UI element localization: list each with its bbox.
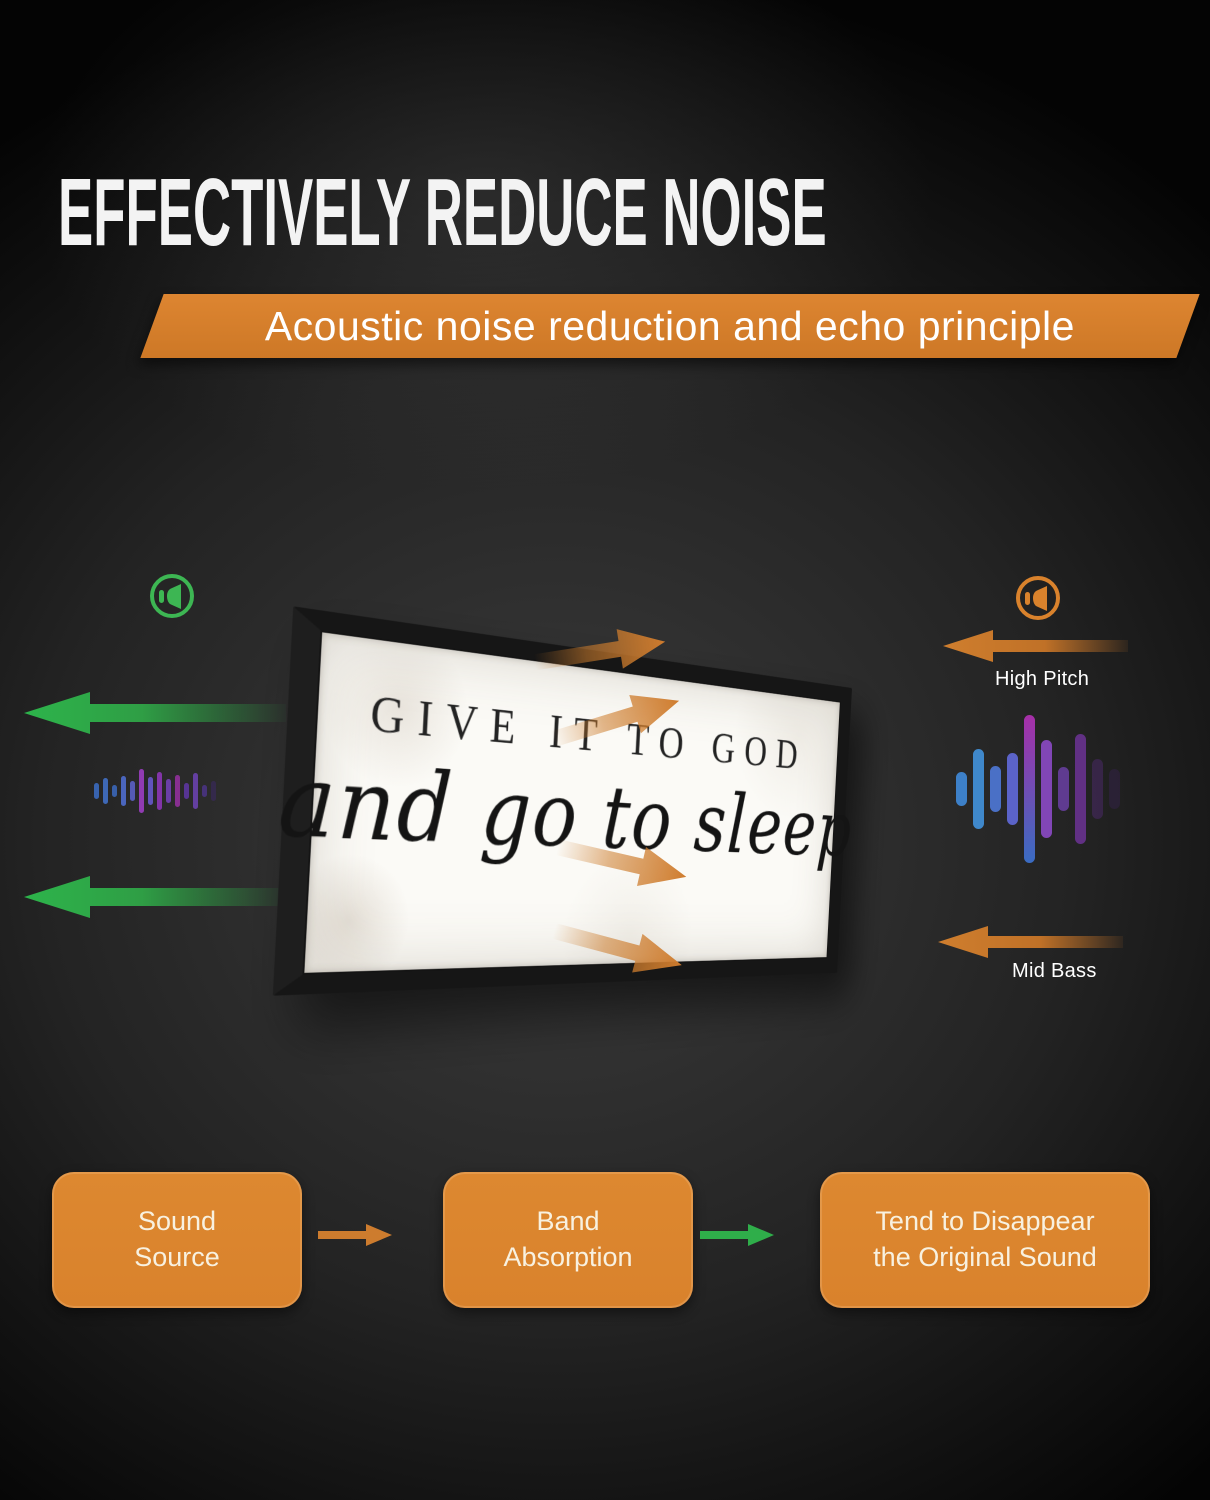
wave-bar [990, 766, 1001, 812]
wave-bar [103, 778, 108, 804]
green-sound-arrow-top [24, 692, 286, 734]
flow-step-disappear-sound: Tend to Disappear the Original Sound [820, 1172, 1150, 1308]
wave-bar [1024, 715, 1035, 863]
wave-bar [157, 772, 162, 810]
waveform-left [94, 762, 216, 820]
high-pitch-label: High Pitch [995, 668, 1090, 690]
wave-bar [1007, 753, 1018, 825]
high-pitch-arrow [943, 630, 1128, 662]
wave-bar [139, 769, 144, 813]
subtitle-banner: Acoustic noise reduction and echo princi… [140, 294, 1200, 358]
wave-bar [112, 785, 117, 797]
mid-bass-label: Mid Bass [1012, 960, 1097, 982]
wave-bar [973, 749, 984, 829]
mid-bass-arrow [938, 926, 1123, 958]
flow-arrow-green [700, 1224, 774, 1246]
wave-bar [1041, 740, 1052, 838]
absorb-arrow-1 [533, 629, 666, 671]
wave-bar [184, 783, 189, 799]
flow-step-band-absorption: Band Absorption [443, 1172, 693, 1308]
wave-bar [1092, 759, 1103, 819]
wave-bar [121, 776, 126, 806]
wave-bar [193, 773, 198, 809]
wave-bar [211, 781, 216, 801]
flow-step-sound-source: Sound Source [52, 1172, 302, 1308]
speaker-icon [1016, 576, 1060, 620]
wave-bar [166, 779, 171, 803]
wave-bar [956, 772, 967, 806]
wave-bar [1075, 734, 1086, 844]
waveform-right [956, 704, 1120, 874]
wave-bar [1058, 767, 1069, 811]
wave-bar [148, 777, 153, 805]
wave-bar [202, 785, 207, 797]
wave-bar [130, 781, 135, 801]
green-sound-arrow-bottom [24, 876, 286, 918]
absorb-arrow-3 [555, 839, 687, 886]
flow-arrow-orange [318, 1224, 392, 1246]
wave-bar [94, 783, 99, 799]
wave-bar [1109, 769, 1120, 809]
speaker-icon [150, 574, 194, 618]
subtitle-banner-text: Acoustic noise reduction and echo princi… [264, 302, 1076, 349]
absorb-arrow-4 [552, 923, 682, 973]
page-title: EFFECTIVELY REDUCE NOISE [58, 159, 827, 266]
wave-bar [175, 775, 180, 807]
absorb-arrow-2 [550, 695, 680, 747]
